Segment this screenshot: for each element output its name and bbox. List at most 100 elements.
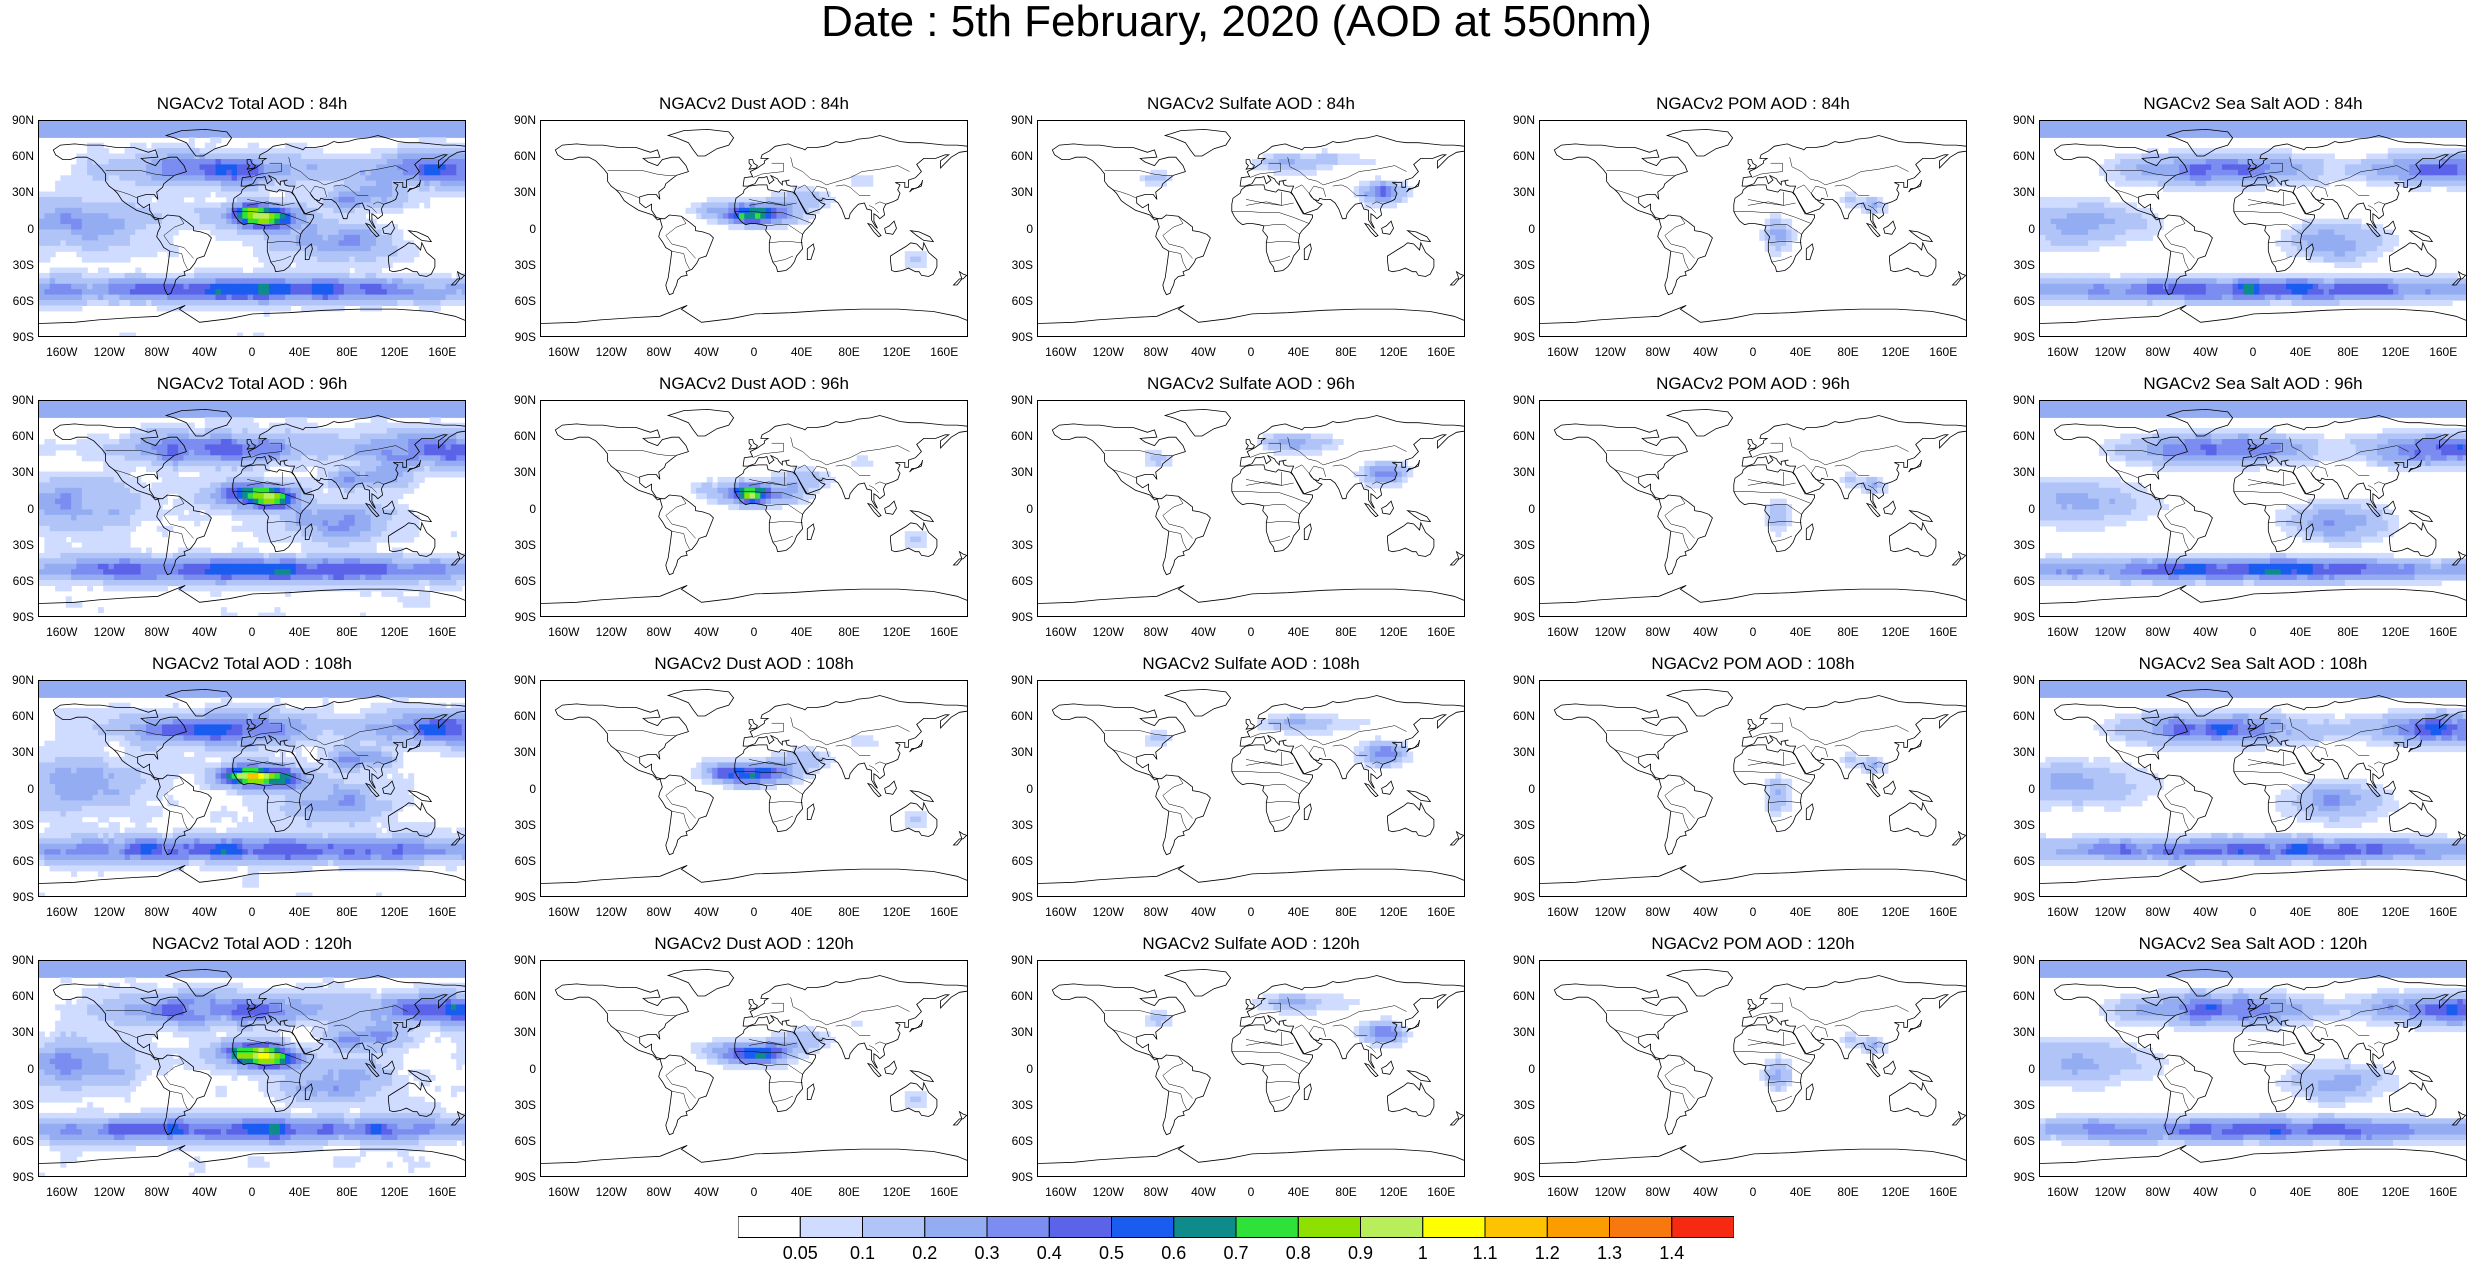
lon-tick-label: 80E [2337,905,2358,919]
lon-tick-label: 40W [192,905,217,919]
panel-title: NGACv2 Sulfate AOD : 120h [1037,934,1465,954]
lon-tick-label: 120W [596,625,627,639]
lon-tick-label: 40E [1790,905,1811,919]
lon-tick-label: 40W [2193,625,2218,639]
lon-tick-label: 120E [381,905,409,919]
colorbar-swatch [1298,1217,1360,1238]
lon-tick-label: 0 [751,345,758,359]
lat-tick-label: 30S [1995,818,2035,832]
map-plot [540,120,968,337]
lat-tick-label: 90S [1495,890,1535,904]
aod-field [39,401,466,617]
lon-tick-label: 80W [1646,1185,1671,1199]
lon-tick-label: 160E [1427,345,1455,359]
aod-field [1038,401,1465,617]
lon-tick-label: 120E [2382,1185,2410,1199]
lon-tick-label: 40E [2290,905,2311,919]
lat-tick-label: 90S [1495,330,1535,344]
colorbar-swatch [800,1217,862,1238]
map-plot [1037,120,1465,337]
lat-tick-label: 90S [1995,1170,2035,1184]
lon-tick-label: 160E [1427,905,1455,919]
lon-tick-label: 40E [1288,905,1309,919]
lon-tick-label: 0 [249,625,256,639]
lat-tick-label: 0 [0,782,34,796]
lon-tick-label: 80E [1335,625,1356,639]
lon-tick-label: 80W [145,345,170,359]
lat-tick-label: 30N [496,745,536,759]
lat-tick-label: 30S [0,258,34,272]
lat-tick-label: 60N [1495,709,1535,723]
map-plot [1539,960,1967,1177]
lon-tick-label: 160W [548,905,579,919]
lon-tick-label: 0 [249,345,256,359]
lon-tick-label: 160E [2429,345,2457,359]
lon-tick-label: 40E [791,905,812,919]
lon-tick-label: 40E [2290,345,2311,359]
aod-shading [2040,681,2467,866]
lon-tick-label: 160W [46,345,77,359]
aod-shading [2040,121,2467,306]
lon-tick-label: 120E [2382,625,2410,639]
lat-tick-label: 60S [496,294,536,308]
lon-tick-label: 160E [1929,905,1957,919]
lon-tick-label: 40W [1693,345,1718,359]
panel-title: NGACv2 Total AOD : 108h [38,654,466,674]
lat-tick-label: 30N [993,1025,1033,1039]
lon-tick-label: 0 [1248,345,1255,359]
lon-tick-label: 40E [791,345,812,359]
lat-tick-label: 60S [993,854,1033,868]
panel-title: NGACv2 Total AOD : 84h [38,94,466,114]
lon-tick-label: 120E [883,1185,911,1199]
lon-tick-label: 80W [145,1185,170,1199]
lon-tick-label: 160W [46,905,77,919]
lat-tick-label: 30S [496,258,536,272]
lat-tick-label: 30N [993,185,1033,199]
lat-tick-label: 60S [496,854,536,868]
lat-tick-label: 60N [496,149,536,163]
lon-tick-label: 40E [289,905,310,919]
lon-tick-label: 40W [694,1185,719,1199]
lat-tick-label: 30N [0,745,34,759]
lat-tick-label: 0 [1495,502,1535,516]
lat-tick-label: 60N [1495,429,1535,443]
lon-tick-label: 120W [1595,905,1626,919]
lat-tick-label: 30S [0,1098,34,1112]
lat-tick-label: 30S [0,818,34,832]
lon-tick-label: 80E [838,625,859,639]
aod-shading [2040,401,2467,586]
lon-tick-label: 160W [46,1185,77,1199]
lon-tick-label: 80E [336,345,357,359]
lon-tick-label: 40E [1288,625,1309,639]
colorbar-swatch [987,1217,1049,1238]
lat-tick-label: 60N [496,989,536,1003]
lon-tick-label: 120E [1882,1185,1910,1199]
lon-tick-label: 80W [647,1185,672,1199]
lat-tick-label: 30N [0,465,34,479]
lat-tick-label: 60N [1495,149,1535,163]
lon-tick-label: 80W [1144,905,1169,919]
aod-field [541,401,968,617]
lon-tick-label: 0 [1248,905,1255,919]
lon-tick-label: 160W [46,625,77,639]
aod-field [1038,681,1465,897]
map-plot [540,400,968,617]
lon-tick-label: 40W [192,625,217,639]
lon-tick-label: 40E [289,345,310,359]
colorbar-swatch [1672,1217,1734,1238]
lat-tick-label: 90N [1995,953,2035,967]
aod-field [2040,401,2467,617]
lat-tick-label: 30S [1995,1098,2035,1112]
aod-field [541,681,968,897]
lon-tick-label: 160W [1547,345,1578,359]
lon-tick-label: 80E [1335,905,1356,919]
lat-tick-label: 60N [496,709,536,723]
lon-tick-label: 80E [336,905,357,919]
panel-title: NGACv2 POM AOD : 108h [1539,654,1967,674]
lon-tick-label: 40W [694,345,719,359]
map-plot [1037,960,1465,1177]
map-plot [2039,680,2467,897]
lon-tick-label: 0 [2250,345,2257,359]
lat-tick-label: 90S [0,610,34,624]
lat-tick-label: 30S [1495,258,1535,272]
